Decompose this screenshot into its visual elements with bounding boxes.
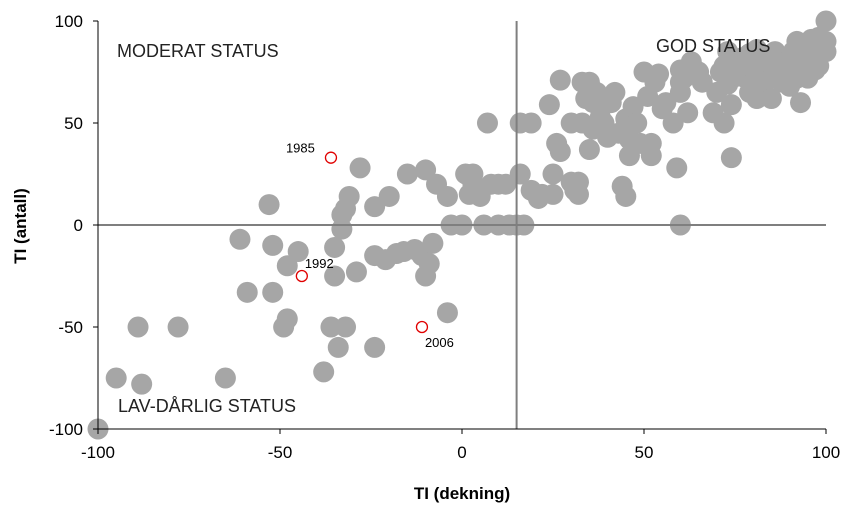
data-point — [538, 94, 560, 116]
data-point — [567, 171, 589, 193]
data-point — [677, 102, 699, 124]
data-point — [578, 139, 600, 161]
data-point — [542, 183, 564, 205]
data-point — [105, 367, 127, 389]
x-axis-title: TI (dekning) — [414, 484, 510, 503]
data-point — [320, 316, 342, 338]
data-point — [324, 265, 346, 287]
data-point — [520, 112, 542, 134]
x-tick-label: 100 — [812, 443, 840, 462]
data-point — [662, 112, 684, 134]
data-point — [127, 316, 149, 338]
data-point — [415, 159, 437, 181]
data-point — [338, 185, 360, 207]
data-point — [229, 228, 251, 250]
data-point — [790, 92, 812, 114]
data-point — [549, 141, 571, 163]
data-point — [378, 185, 400, 207]
reference-lines — [98, 21, 826, 429]
data-point — [760, 88, 782, 110]
data-point — [713, 112, 735, 134]
data-point — [691, 71, 713, 93]
data-point — [276, 255, 298, 277]
point-label-1992: 1992 — [305, 256, 334, 271]
x-tick-label: 50 — [635, 443, 654, 462]
data-point — [287, 241, 309, 263]
data-point — [815, 10, 837, 32]
data-point — [313, 361, 335, 383]
region-label-moderate: MODERAT STATUS — [117, 41, 279, 61]
data-point — [131, 373, 153, 395]
data-point — [236, 281, 258, 303]
highlighted-points: 1985 1992 2006 — [286, 141, 454, 350]
data-point — [345, 261, 367, 283]
data-point — [418, 253, 440, 275]
data-point — [542, 163, 564, 185]
highlighted-point-2006 — [415, 320, 429, 334]
y-tick-label: -100 — [49, 420, 83, 439]
data-point — [324, 236, 346, 258]
data-point — [436, 185, 458, 207]
y-tick-label: 0 — [74, 216, 83, 235]
point-label-2006: 2006 — [425, 335, 454, 350]
data-point — [262, 234, 284, 256]
data-point — [640, 145, 662, 167]
y-tick-label: 100 — [55, 12, 83, 31]
data-point — [349, 157, 371, 179]
data-point — [167, 316, 189, 338]
y-axis-title: TI (antall) — [11, 188, 30, 264]
data-point — [462, 163, 484, 185]
data-point — [422, 232, 444, 254]
y-tick-label: 50 — [64, 114, 83, 133]
region-label-low: LAV-DÅRLIG STATUS — [118, 396, 296, 416]
data-point — [666, 157, 688, 179]
point-label-1985: 1985 — [286, 141, 315, 156]
data-point — [549, 69, 571, 91]
data-point — [276, 308, 298, 330]
data-point — [476, 112, 498, 134]
data-point — [214, 367, 236, 389]
data-point — [604, 81, 626, 103]
points-layer — [87, 10, 837, 440]
data-point — [509, 163, 531, 185]
y-tick-label: -50 — [58, 318, 83, 337]
tick-labels: -100 -50 0 50 100 -100 -50 0 50 100 — [49, 12, 840, 462]
data-point — [586, 81, 608, 103]
data-point — [327, 336, 349, 358]
highlighted-point-1985 — [324, 151, 338, 164]
data-point — [436, 302, 458, 324]
highlighted-point-1992 — [295, 269, 308, 283]
x-tick-label: 0 — [457, 443, 466, 462]
region-label-good: GOD STATUS — [656, 36, 770, 56]
data-point — [396, 163, 418, 185]
data-point — [648, 63, 670, 85]
data-point — [495, 173, 517, 195]
data-point — [262, 281, 284, 303]
data-point — [622, 96, 644, 118]
axes — [93, 20, 827, 434]
data-point — [258, 194, 280, 216]
data-point — [335, 316, 357, 338]
data-point — [655, 92, 677, 114]
data-point — [626, 112, 648, 134]
data-point — [364, 196, 386, 218]
data-point — [720, 94, 742, 116]
data-point — [815, 30, 837, 52]
x-tick-label: -50 — [268, 443, 293, 462]
data-point — [364, 336, 386, 358]
x-tick-label: -100 — [81, 443, 115, 462]
data-point — [720, 147, 742, 169]
data-point — [615, 185, 637, 207]
